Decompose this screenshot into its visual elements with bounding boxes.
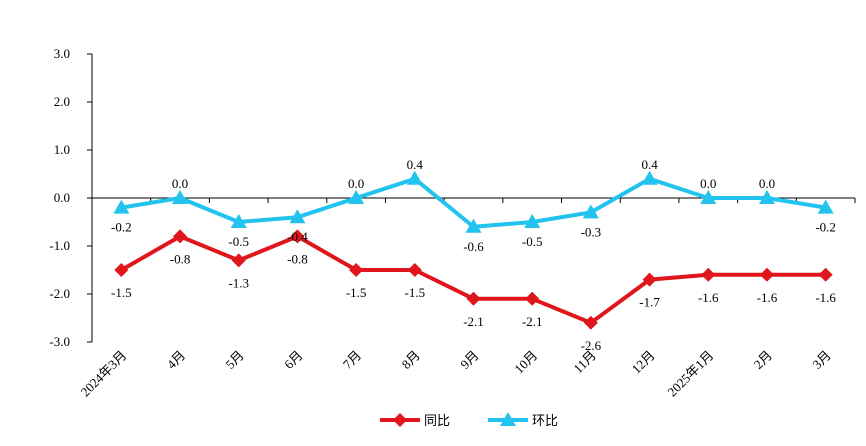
y-tick-label: 1.0 <box>54 142 70 157</box>
data-label: 0.4 <box>641 157 658 172</box>
data-label: 0.0 <box>759 176 775 191</box>
x-tick-label: 2025年1月 <box>664 348 716 400</box>
data-point-diamond <box>642 272 657 287</box>
legend: 同比 环比 <box>380 412 558 429</box>
x-tick-label: 5月 <box>222 348 246 372</box>
y-tick-label: -1.0 <box>49 238 70 253</box>
data-point-triangle <box>700 190 717 204</box>
data-label: -0.8 <box>287 251 308 266</box>
x-tick-label: 10月 <box>511 348 540 377</box>
data-point-diamond <box>583 315 598 330</box>
data-point-triangle <box>582 204 599 219</box>
data-label: -1.6 <box>815 290 836 305</box>
data-label: -2.1 <box>522 314 543 329</box>
x-tick-label: 2024年3月 <box>77 348 129 400</box>
data-label: -2.1 <box>463 314 484 329</box>
y-tick-label: 0.0 <box>54 190 70 205</box>
legend-entry: 环比 <box>488 412 558 429</box>
y-tick-label: 3.0 <box>54 46 70 61</box>
legend-label: 环比 <box>532 414 558 429</box>
series-huanbi: -0.2 0.0 -0.5 -0.4 0.0 0.4 -0.6 -0.5 -0.3 0.4 0.0 0… <box>111 157 836 254</box>
data-label: -1.3 <box>228 275 249 290</box>
data-point-triangle <box>406 170 423 185</box>
data-point-diamond <box>701 267 716 282</box>
data-label: -1.5 <box>346 285 367 300</box>
data-point-diamond <box>349 263 364 277</box>
legend-label: 同比 <box>424 414 450 429</box>
y-tick-label: -2.0 <box>49 286 70 301</box>
x-tick-label: 6月 <box>281 348 305 372</box>
data-point-triangle <box>230 214 247 228</box>
data-label: 0.0 <box>348 176 364 191</box>
data-label: -0.5 <box>522 234 543 249</box>
data-point-triangle <box>641 170 658 185</box>
data-label: -0.5 <box>228 234 249 249</box>
data-point-diamond <box>759 267 774 282</box>
data-label: -1.6 <box>757 290 778 305</box>
data-point-diamond <box>818 267 833 282</box>
data-point-triangle <box>500 412 516 426</box>
data-point-triangle <box>465 218 482 233</box>
data-label: -1.7 <box>639 295 660 310</box>
x-tick-label: 8月 <box>399 348 423 372</box>
data-label: -2.6 <box>581 338 602 353</box>
data-point-diamond <box>466 291 481 306</box>
data-point-diamond <box>290 229 305 244</box>
data-point-triangle <box>524 214 541 228</box>
data-point-triangle <box>113 199 130 214</box>
data-label: 0.0 <box>700 176 716 191</box>
data-point-diamond <box>525 291 540 306</box>
data-point-triangle <box>817 199 834 214</box>
data-label: -1.5 <box>405 285 426 300</box>
data-point-triangle <box>348 190 365 204</box>
x-tick-label: 4月 <box>164 348 188 372</box>
data-point-triangle <box>758 190 775 204</box>
x-tick-label: 3月 <box>809 348 833 372</box>
data-label: 0.4 <box>407 157 424 172</box>
data-point-triangle <box>289 209 306 224</box>
data-label: -0.2 <box>815 220 836 235</box>
data-label: 0.0 <box>172 176 188 191</box>
y-tick-label: 2.0 <box>54 94 70 109</box>
data-point-diamond <box>393 413 407 427</box>
data-label: -0.3 <box>581 224 602 239</box>
data-point-diamond <box>231 253 246 268</box>
data-label: -1.5 <box>111 285 132 300</box>
data-label: -1.6 <box>698 290 719 305</box>
x-tick-label: 7月 <box>340 348 364 372</box>
legend-entry: 同比 <box>380 413 450 429</box>
data-label: -0.4 <box>287 229 308 244</box>
y-axis: 3.0 2.0 1.0 0.0 -1.0 -2.0 -3.0 <box>49 46 93 349</box>
data-label: -0.2 <box>111 220 132 235</box>
series-tongbi: -1.5 -0.8 -1.3 -0.8 -1.5 -1.5 -2.1 -2.1 -2.6 -1.7… <box>111 229 836 353</box>
x-tick-label: 2月 <box>751 348 775 372</box>
series-layer: -1.5 -0.8 -1.3 -0.8 -1.5 -1.5 -2.1 -2.1 -2.6 -1.7… <box>111 157 836 353</box>
x-tick-label: 9月 <box>457 348 481 372</box>
data-point-diamond <box>407 263 422 277</box>
x-tick-label: 12月 <box>629 348 658 377</box>
y-tick-label: -3.0 <box>49 334 70 349</box>
data-label: -0.8 <box>170 251 191 266</box>
data-point-diamond <box>173 229 188 244</box>
x-axis: 2024年3月 4月 5月 6月 7月 8月 9月 10月 11月 12月 2025年1月 2月 3月 <box>77 197 856 400</box>
data-label: -0.6 <box>463 239 484 254</box>
data-point-diamond <box>114 263 129 277</box>
data-point-triangle <box>172 190 189 204</box>
